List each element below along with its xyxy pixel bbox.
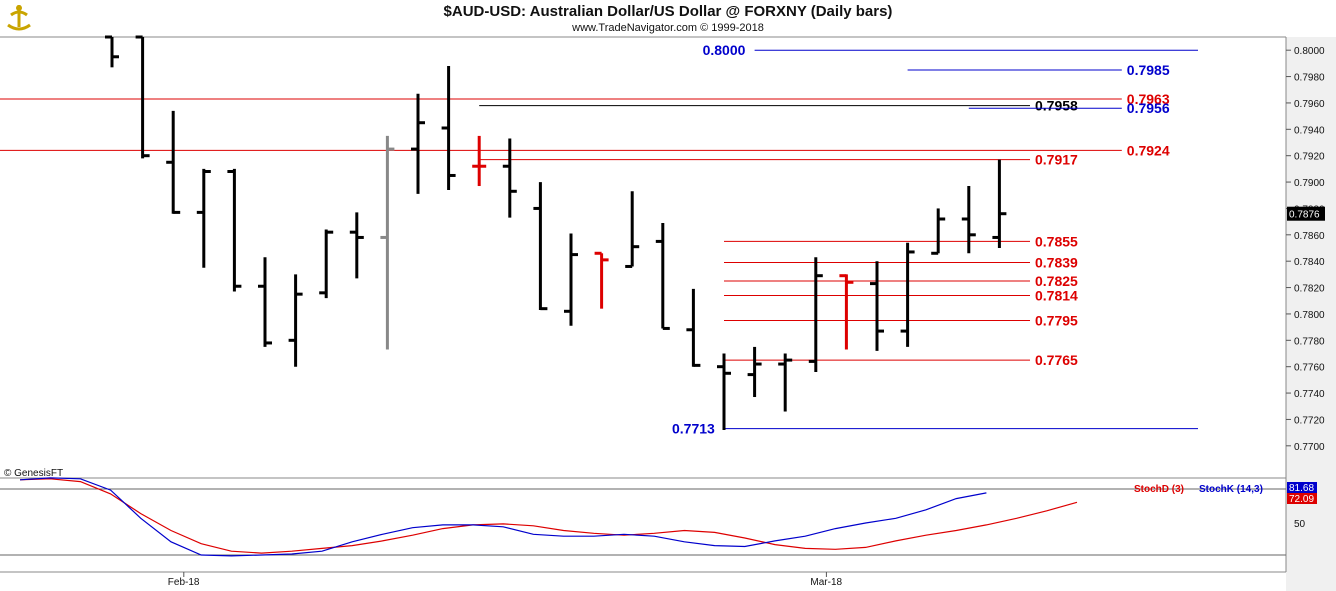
stoch-series-line [19, 478, 1078, 554]
price-tick-label: 0.7840 [1294, 257, 1325, 268]
ohlc-bar [931, 208, 946, 255]
ohlc-bar [839, 274, 854, 350]
price-tick-label: 0.7920 [1294, 152, 1325, 163]
stoch-value-label: 72.09 [1289, 494, 1314, 505]
chart-subtitle: www.TradeNavigator.com © 1999-2018 [572, 22, 764, 34]
level-label: 0.7825 [1035, 273, 1078, 289]
ohlc-bar [594, 251, 609, 309]
ohlc-bar [686, 288, 701, 367]
ohlc-bar [258, 257, 272, 347]
ohlc-bar [808, 257, 823, 372]
navigator-logo-icon [4, 3, 34, 38]
ohlc-bar [380, 135, 395, 350]
level-label: 0.7795 [1035, 313, 1078, 329]
stoch-series-line [19, 477, 987, 557]
ohlc-bar [992, 159, 1007, 248]
time-tick-label: Mar-18 [810, 577, 842, 588]
stoch-value-box [1287, 493, 1317, 504]
level-label: 0.7855 [1035, 233, 1078, 249]
ohlc-bar [778, 353, 793, 412]
level-label: 0.7917 [1035, 152, 1078, 168]
ohlc-bar [472, 135, 487, 187]
price-bars [105, 35, 1007, 430]
price-axis: 0.8000 0.7980 0.7960 0.7940 0.7920 0.7900 0.78… [1286, 46, 1325, 453]
price-tick-label: 0.8000 [1294, 46, 1325, 57]
ohlc-bar [166, 110, 181, 214]
ohlc-bar [870, 261, 884, 351]
price-tick-label: 0.7720 [1294, 415, 1325, 426]
price-tick-label: 0.7700 [1294, 442, 1325, 453]
stoch-tick-label: 50 [1294, 519, 1306, 530]
chart-title: $AUD-USD: Australian Dollar/US Dollar @ … [443, 3, 893, 20]
level-label: 0.8000 [703, 42, 746, 58]
ohlc-bar [502, 138, 517, 218]
price-tick-label: 0.7980 [1294, 73, 1325, 84]
level-label: 0.7924 [1127, 142, 1170, 158]
stochk-legend: StochK (14,3) [1199, 484, 1263, 495]
chart-header: $AUD-USD: Australian Dollar/US Dollar @ … [0, 0, 1336, 37]
ohlc-bar [625, 191, 640, 268]
ohlc-bar [961, 186, 976, 254]
price-tick-label: 0.7860 [1294, 231, 1325, 242]
ohlc-bar [564, 233, 578, 326]
price-tick-label: 0.7960 [1294, 99, 1325, 110]
last-price-box [1287, 206, 1325, 221]
ohlc-bar [747, 346, 762, 398]
ohlc-bar [411, 93, 425, 194]
ohlc-bar [655, 222, 670, 330]
time-axis: Feb-18 Mar-18 [168, 572, 843, 588]
price-tick-label: 0.7820 [1294, 284, 1325, 295]
price-tick-label: 0.7740 [1294, 389, 1325, 400]
time-tick-label: Feb-18 [168, 577, 200, 588]
stoch-value-label: 81.68 [1289, 483, 1314, 494]
ohlc-bar [349, 212, 364, 279]
price-tick-label: 0.7760 [1294, 363, 1325, 374]
ohlc-bar [135, 35, 150, 159]
level-label: 0.7963 [1127, 91, 1170, 107]
level-label: 0.7956 [1127, 100, 1170, 116]
stochd-legend: StochD (3) [1134, 484, 1184, 495]
level-label: 0.7839 [1035, 255, 1078, 271]
ohlc-bar [533, 182, 548, 311]
ohlc-bar [227, 168, 242, 292]
ohlc-bar [900, 242, 915, 347]
ohlc-bar [441, 66, 456, 190]
price-tick-label: 0.7940 [1294, 125, 1325, 136]
level-label: 0.7713 [672, 421, 715, 437]
price-tick-label: 0.7800 [1294, 310, 1325, 321]
level-label: 0.7814 [1035, 287, 1078, 303]
ohlc-bar [288, 274, 303, 367]
price-tick-label: 0.7900 [1294, 178, 1325, 189]
ohlc-bar [717, 353, 731, 430]
price-tick-label: 0.7780 [1294, 336, 1325, 347]
ohlc-bar [105, 35, 119, 68]
level-label: 0.7765 [1035, 352, 1078, 368]
price-levels: 0.8000 0.7985 0.7963 0.7958 0.7956 0.7924 0.79… [0, 42, 1198, 437]
last-price-label: 0.7876 [1289, 210, 1320, 221]
ohlc-bar [196, 168, 211, 268]
level-label: 0.7985 [1127, 62, 1170, 78]
level-label: 0.7958 [1035, 98, 1078, 114]
copyright-label: © GenesisFT [4, 468, 63, 479]
ohlc-bar [319, 229, 334, 299]
stoch-value-box [1287, 482, 1317, 493]
